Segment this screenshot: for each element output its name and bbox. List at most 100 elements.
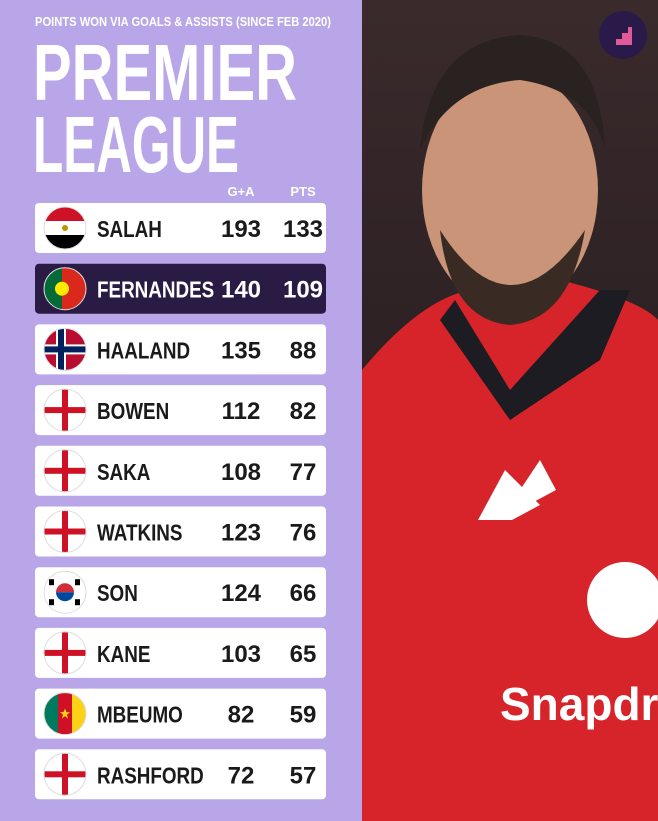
table-row: KANE 103 65: [35, 627, 326, 678]
table-row: SAKA 108 77: [35, 445, 326, 496]
flag: [44, 631, 86, 674]
flag-ring: [43, 510, 87, 553]
table-row: FERNANDES 140 109: [35, 263, 326, 314]
flag-part: [44, 528, 86, 535]
flag-part: [44, 207, 86, 221]
points: 66: [290, 580, 317, 607]
goals-assists: 103: [221, 641, 261, 668]
flag-holder: [43, 388, 87, 432]
goals-assists: 112: [222, 398, 261, 425]
title-line: PREMIER: [33, 28, 297, 117]
player-name: SAKA: [97, 460, 150, 485]
flag-ring: [43, 692, 87, 736]
points: 77: [290, 459, 317, 486]
row-background: [35, 749, 326, 800]
flag: [44, 449, 86, 492]
flag-holder: [43, 206, 87, 250]
flag-part: [44, 649, 86, 656]
row-background: [35, 445, 326, 496]
row-background: [35, 203, 326, 253]
player-name: FERNANDES: [97, 278, 214, 303]
flag: [44, 692, 86, 735]
flag-part: [62, 225, 68, 231]
flag-ring: [43, 327, 87, 371]
row-background: [35, 627, 326, 678]
flag-ring: [43, 388, 87, 432]
column-header: PTS: [290, 184, 316, 199]
goals-assists: 193: [221, 216, 261, 243]
row-background: [35, 688, 326, 739]
table-row: RASHFORD 72 57: [35, 749, 326, 800]
flag-part: [75, 579, 80, 586]
logo: [599, 11, 647, 59]
flag-holder: [43, 570, 87, 614]
goals-assists: 124: [221, 580, 262, 607]
flag: [44, 753, 86, 796]
flag-part: [55, 281, 69, 296]
flag-part: [44, 267, 62, 310]
points: 109: [283, 277, 323, 304]
flag: [44, 510, 86, 553]
goals-assists: 140: [221, 277, 261, 304]
row-background: [35, 385, 326, 436]
row-background: [35, 506, 326, 557]
player-name: MBEUMO: [97, 703, 183, 728]
flag-ring: [43, 206, 87, 250]
flag-ring: [43, 752, 87, 796]
flag-part: [44, 235, 86, 249]
table-row: SALAH 193 133: [35, 203, 326, 253]
points: 133: [283, 216, 323, 243]
points: 82: [290, 398, 317, 425]
goals-assists: 72: [228, 762, 255, 789]
goals-assists: 108: [221, 459, 261, 486]
row-background: [35, 263, 326, 314]
player-name: BOWEN: [97, 399, 169, 424]
goals-assists: 135: [221, 337, 261, 364]
flag-part: [56, 583, 74, 593]
flag-ring: [43, 267, 87, 311]
flag-holder: [43, 449, 87, 493]
points: 76: [290, 520, 317, 547]
flag-part: [44, 692, 58, 735]
player-name: SALAH: [97, 217, 162, 242]
table-row: SON 124 66: [35, 567, 326, 618]
table: SALAH 193 133 FERNANDES 140 109 HAALAND 135 88 BO…: [35, 203, 326, 800]
flag: [44, 328, 86, 371]
flag-holder: [43, 267, 87, 311]
table-row: MBEUMO 82 59: [35, 688, 326, 739]
player-name: HAALAND: [97, 339, 190, 364]
player-name: RASHFORD: [97, 764, 204, 789]
flag-part: [49, 599, 54, 606]
points: 88: [290, 337, 317, 364]
flag-ring: [43, 570, 87, 614]
points: 59: [290, 702, 317, 729]
goals-assists: 82: [228, 702, 255, 729]
flag: [44, 571, 86, 614]
photo: Snapdr: [362, 0, 658, 821]
flag-ring: [43, 631, 87, 675]
points: 57: [290, 762, 317, 789]
player-name: KANE: [97, 642, 150, 667]
title-line: LEAGUE: [33, 100, 239, 189]
flag-part: [44, 407, 86, 414]
player-name: SON: [97, 582, 138, 607]
flag-part: [44, 771, 86, 778]
flag-part: [44, 346, 86, 353]
flag-part: [49, 579, 54, 586]
row-background: [35, 324, 326, 375]
column-header: G+A: [227, 184, 255, 199]
flag: [44, 207, 86, 249]
table-row: WATKINS 123 76: [35, 506, 326, 557]
flag-part: [60, 708, 70, 719]
row-background: [35, 567, 326, 618]
table-row: BOWEN 112 82: [35, 385, 326, 436]
goals-assists: 123: [221, 520, 261, 547]
flag-holder: [43, 752, 87, 796]
flag-part: [75, 599, 80, 606]
points: 65: [290, 641, 317, 668]
flag-holder: [43, 631, 87, 675]
flag-ring: [43, 449, 87, 493]
subtitle: POINTS WON VIA GOALS & ASSISTS (SINCE FE…: [35, 15, 331, 29]
